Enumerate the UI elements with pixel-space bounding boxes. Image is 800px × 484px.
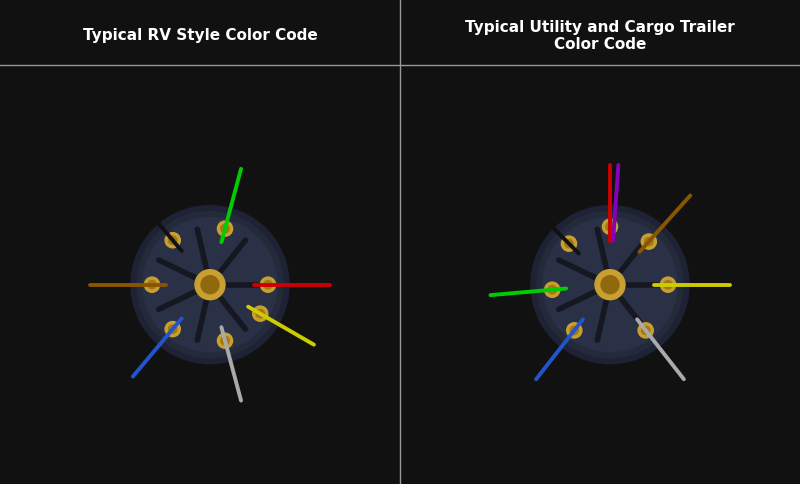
Circle shape — [537, 212, 683, 358]
Text: Brown
Right
Turn/Brake: Brown Right Turn/Brake — [0, 254, 30, 287]
Circle shape — [148, 281, 156, 289]
Circle shape — [143, 218, 277, 352]
Circle shape — [602, 219, 618, 234]
Circle shape — [543, 218, 677, 352]
Circle shape — [260, 277, 275, 292]
Circle shape — [595, 270, 625, 300]
Circle shape — [221, 225, 229, 233]
Text: Red
Left
Turn/Brake: Red Left Turn/Brake — [364, 222, 423, 256]
Text: Yellow
Left
Turn/Brake: Yellow Left Turn/Brake — [764, 250, 800, 284]
Circle shape — [545, 282, 560, 297]
Circle shape — [601, 276, 619, 294]
Circle shape — [131, 206, 289, 363]
Circle shape — [562, 236, 577, 251]
Text: White
Ground: White Ground — [695, 408, 737, 430]
Text: Black
12v Power: Black 12v Power — [435, 192, 493, 213]
Circle shape — [566, 323, 582, 338]
Circle shape — [606, 223, 614, 231]
Circle shape — [256, 309, 265, 318]
Text: Typical RV Style Color Code: Typical RV Style Color Code — [82, 29, 318, 44]
Circle shape — [169, 236, 177, 244]
Circle shape — [664, 281, 672, 289]
Text: Red or Purple
Reverse Lights: Red or Purple Reverse Lights — [555, 100, 637, 121]
Circle shape — [169, 325, 177, 333]
Circle shape — [531, 206, 689, 363]
Circle shape — [565, 240, 573, 248]
Text: Typical Utility and Cargo Trailer
Color Code: Typical Utility and Cargo Trailer Color … — [465, 20, 735, 52]
Text: Green
Tail Lights: Green Tail Lights — [192, 100, 248, 121]
Circle shape — [201, 276, 219, 294]
Circle shape — [570, 326, 578, 334]
Circle shape — [221, 336, 229, 345]
Text: Yellow
Reverse
Lights: Yellow Reverse Lights — [344, 342, 389, 376]
Text: White
Ground: White Ground — [215, 424, 257, 446]
Circle shape — [645, 237, 653, 246]
Circle shape — [218, 221, 233, 236]
Text: Blue
Electric Brakes: Blue Electric Brakes — [474, 420, 558, 442]
Circle shape — [638, 323, 654, 338]
Text: Black
12v Power: Black 12v Power — [27, 188, 85, 210]
Text: Brown
Tail Lights: Brown Tail Lights — [696, 120, 752, 142]
Text: Blue
Electric Brakes: Blue Electric Brakes — [58, 414, 142, 436]
Circle shape — [548, 286, 557, 294]
Circle shape — [661, 277, 675, 292]
Text: Green
Right
Turn/Brake: Green Right Turn/Brake — [377, 266, 436, 300]
Circle shape — [165, 321, 180, 337]
Circle shape — [137, 212, 283, 358]
Circle shape — [642, 234, 657, 249]
Circle shape — [264, 281, 272, 289]
Circle shape — [165, 233, 180, 248]
Circle shape — [145, 277, 160, 292]
Circle shape — [642, 326, 650, 334]
Circle shape — [253, 306, 268, 321]
Circle shape — [195, 270, 225, 300]
Circle shape — [218, 333, 233, 348]
